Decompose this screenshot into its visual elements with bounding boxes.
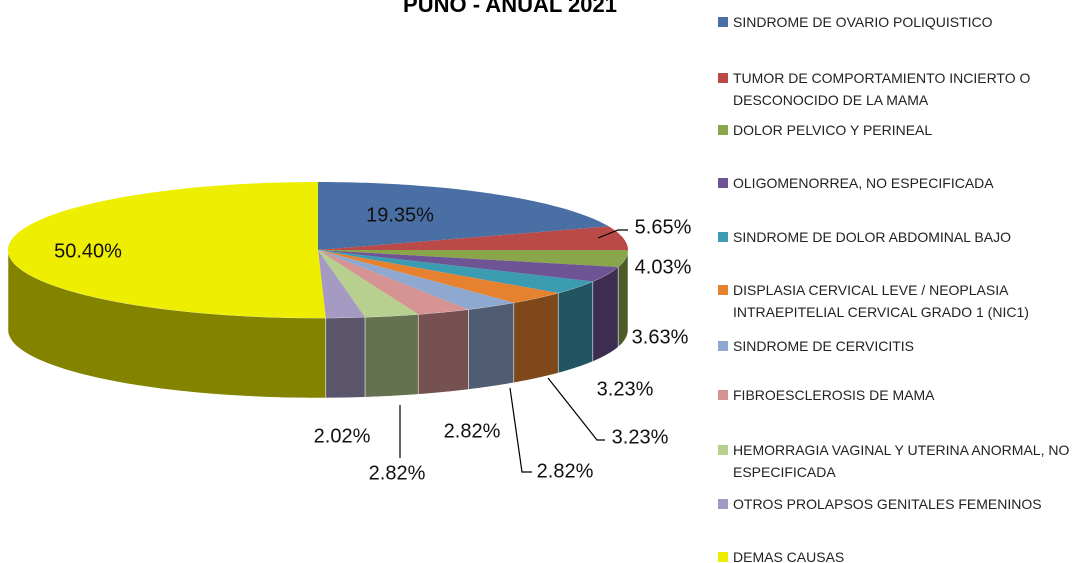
- legend-entry: DOLOR PELVICO Y PERINEAL: [718, 119, 1083, 141]
- slice-side: [325, 316, 366, 399]
- legend-label: FIBROESCLEROSIS DE MAMA: [733, 387, 935, 403]
- slice-side: [364, 314, 419, 398]
- slice: [318, 250, 514, 310]
- data-label: 2.82%: [444, 420, 501, 442]
- legend-swatch: [718, 341, 728, 351]
- leader-line: [547, 377, 605, 441]
- slice: [318, 226, 628, 250]
- slice: [318, 250, 628, 267]
- legend-label: TUMOR DE COMPORTAMIENTO INCIERTO O DESCO…: [733, 70, 1031, 108]
- legend-entry: HEMORRAGIA VAGINAL Y UTERINA ANORMAL, NO…: [718, 439, 1083, 483]
- data-label: 3.23%: [612, 426, 669, 448]
- legend-swatch: [718, 390, 728, 400]
- chart-title: PUNO - ANUAL 2021: [403, 0, 617, 17]
- legend-swatch: [718, 499, 728, 509]
- legend-swatch: [718, 285, 728, 295]
- slice: [318, 250, 419, 318]
- legend-swatch: [718, 73, 728, 83]
- legend-swatch: [718, 232, 728, 242]
- leader-line: [597, 229, 628, 239]
- data-label: 3.63%: [632, 326, 689, 348]
- slice-side: [557, 281, 594, 374]
- legend-swatch: [718, 178, 728, 188]
- legend-swatch: [718, 445, 728, 455]
- legend-label: HEMORRAGIA VAGINAL Y UTERINA ANORMAL, NO…: [733, 442, 1070, 480]
- leader-line: [509, 387, 532, 473]
- legend-label: SINDROME DE DOLOR ABDOMINAL BAJO: [733, 229, 1011, 245]
- slice-side: [592, 266, 619, 362]
- legend-swatch: [718, 125, 728, 135]
- legend-entry: SINDROME DE CERVICITIS: [718, 335, 1083, 357]
- legend-entry: OLIGOMENORREA, NO ESPECIFICADA: [718, 172, 1083, 194]
- legend-entry: TUMOR DE COMPORTAMIENTO INCIERTO O DESCO…: [718, 67, 1083, 111]
- slice-side: [7, 250, 327, 399]
- data-label: 19.35%: [366, 204, 434, 226]
- data-label: 50.40%: [54, 240, 122, 262]
- data-label: 3.23%: [597, 378, 654, 400]
- slice: [318, 250, 593, 293]
- legend-label: DOLOR PELVICO Y PERINEAL: [733, 122, 933, 138]
- slice: [318, 250, 559, 303]
- slice-side: [417, 309, 469, 395]
- data-label: 4.03%: [635, 256, 692, 278]
- legend-entry: SINDROME DE OVARIO POLIQUISTICO: [718, 11, 1083, 33]
- legend-entry: DEMAS CAUSAS: [718, 546, 1083, 563]
- legend-label: SINDROME DE OVARIO POLIQUISTICO: [733, 14, 993, 30]
- data-label: 2.82%: [537, 460, 594, 482]
- data-label: 2.02%: [314, 425, 371, 447]
- slice: [318, 250, 365, 318]
- legend-label: SINDROME DE CERVICITIS: [733, 338, 914, 354]
- slice: [318, 250, 619, 282]
- legend-entry: DISPLASIA CERVICAL LEVE / NEOPLASIA INTR…: [718, 279, 1083, 323]
- legend-entry: SINDROME DE DOLOR ABDOMINAL BAJO: [718, 226, 1083, 248]
- legend-label: OLIGOMENORREA, NO ESPECIFICADA: [733, 175, 994, 191]
- legend-label: DISPLASIA CERVICAL LEVE / NEOPLASIA INTR…: [733, 282, 1029, 320]
- slice-side: [513, 292, 559, 383]
- data-label: 2.82%: [369, 462, 426, 484]
- legend-label: DEMAS CAUSAS: [733, 549, 845, 563]
- legend-swatch: [718, 17, 728, 27]
- data-label: 5.65%: [635, 216, 692, 238]
- legend-label: OTROS PROLAPSOS GENITALES FEMENINOS: [733, 496, 1042, 512]
- slice: [318, 250, 469, 315]
- legend-entry: OTROS PROLAPSOS GENITALES FEMENINOS: [718, 493, 1083, 515]
- legend-entry: FIBROESCLEROSIS DE MAMA: [718, 384, 1083, 406]
- slice: [318, 182, 609, 250]
- slice-side: [468, 302, 515, 390]
- slice: [8, 182, 326, 318]
- legend-swatch: [718, 552, 728, 562]
